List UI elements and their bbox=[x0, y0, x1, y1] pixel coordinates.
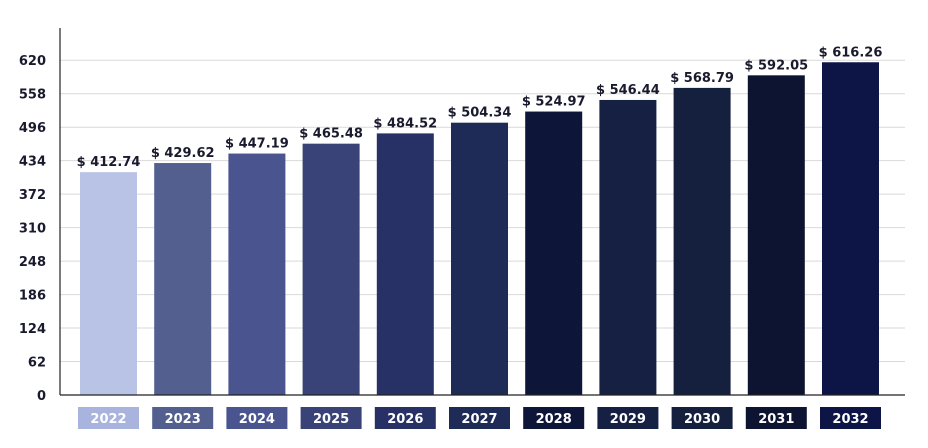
bars bbox=[80, 62, 879, 395]
category-label-box bbox=[374, 407, 436, 429]
bar bbox=[822, 62, 879, 395]
y-tick-label: 620 bbox=[19, 54, 46, 69]
category-label: 2032 bbox=[832, 412, 868, 427]
category-label: 2031 bbox=[758, 412, 794, 427]
category-label-box bbox=[226, 407, 288, 429]
bar bbox=[599, 99, 657, 395]
y-tick-label: 310 bbox=[19, 222, 46, 237]
category-label: 2028 bbox=[536, 412, 572, 427]
category-label-box bbox=[597, 407, 659, 429]
y-tick-label: 434 bbox=[19, 155, 46, 170]
category-label-box bbox=[745, 407, 807, 429]
category-label-box bbox=[523, 407, 585, 429]
category-label: 2029 bbox=[610, 412, 646, 427]
y-tick-label: 496 bbox=[19, 121, 46, 136]
bar bbox=[673, 87, 731, 395]
category-label-box bbox=[78, 407, 139, 429]
y-tick-label: 186 bbox=[19, 289, 46, 304]
data-label: $ 484.52 bbox=[373, 116, 437, 131]
data-labels: $ 412.74 $ 429.62 $ 447.19 $ 465.48 $ 484.52… bbox=[77, 45, 883, 170]
bar bbox=[154, 163, 212, 395]
y-tick-label: 372 bbox=[19, 188, 46, 203]
data-label: $ 447.19 bbox=[225, 137, 289, 152]
category-label-box bbox=[671, 407, 733, 429]
category-label-box bbox=[152, 407, 214, 429]
data-label: $ 504.34 bbox=[448, 106, 512, 121]
category-label: 2027 bbox=[461, 412, 497, 427]
x-axis-category-labels: 2022 2023 2024 2025 2026 2027 2028 2029 2030 2031… bbox=[78, 407, 881, 429]
y-tick-label: 0 bbox=[37, 389, 46, 404]
y-tick-label: 248 bbox=[19, 255, 46, 270]
bar bbox=[80, 172, 137, 395]
category-label: 2024 bbox=[239, 412, 275, 427]
data-label: $ 592.05 bbox=[744, 58, 808, 73]
y-axis-tick-labels: 0 62 124 186 248 310 372 434 496 558 620 bbox=[19, 54, 46, 404]
y-tick-label: 62 bbox=[28, 356, 46, 371]
data-label: $ 412.74 bbox=[77, 155, 141, 170]
category-label: 2025 bbox=[313, 412, 349, 427]
bar bbox=[376, 133, 434, 395]
data-label: $ 616.26 bbox=[819, 45, 883, 60]
bar bbox=[302, 143, 360, 395]
bar bbox=[525, 111, 583, 395]
data-label: $ 465.48 bbox=[299, 127, 363, 142]
category-label: 2023 bbox=[165, 412, 201, 427]
category-label-box bbox=[300, 407, 362, 429]
category-label: 2030 bbox=[684, 412, 720, 427]
category-label-box bbox=[820, 407, 881, 429]
bar bbox=[228, 153, 286, 395]
data-label: $ 524.97 bbox=[522, 95, 586, 110]
category-label-box bbox=[449, 407, 510, 429]
y-tick-label: 124 bbox=[19, 322, 46, 337]
data-label: $ 568.79 bbox=[670, 71, 734, 86]
category-label: 2026 bbox=[387, 412, 423, 427]
data-label: $ 546.44 bbox=[596, 83, 660, 98]
category-label: 2022 bbox=[90, 412, 126, 427]
bar bbox=[747, 75, 805, 395]
y-tick-label: 558 bbox=[19, 88, 46, 103]
data-label: $ 429.62 bbox=[151, 146, 215, 161]
bar bbox=[451, 122, 508, 395]
